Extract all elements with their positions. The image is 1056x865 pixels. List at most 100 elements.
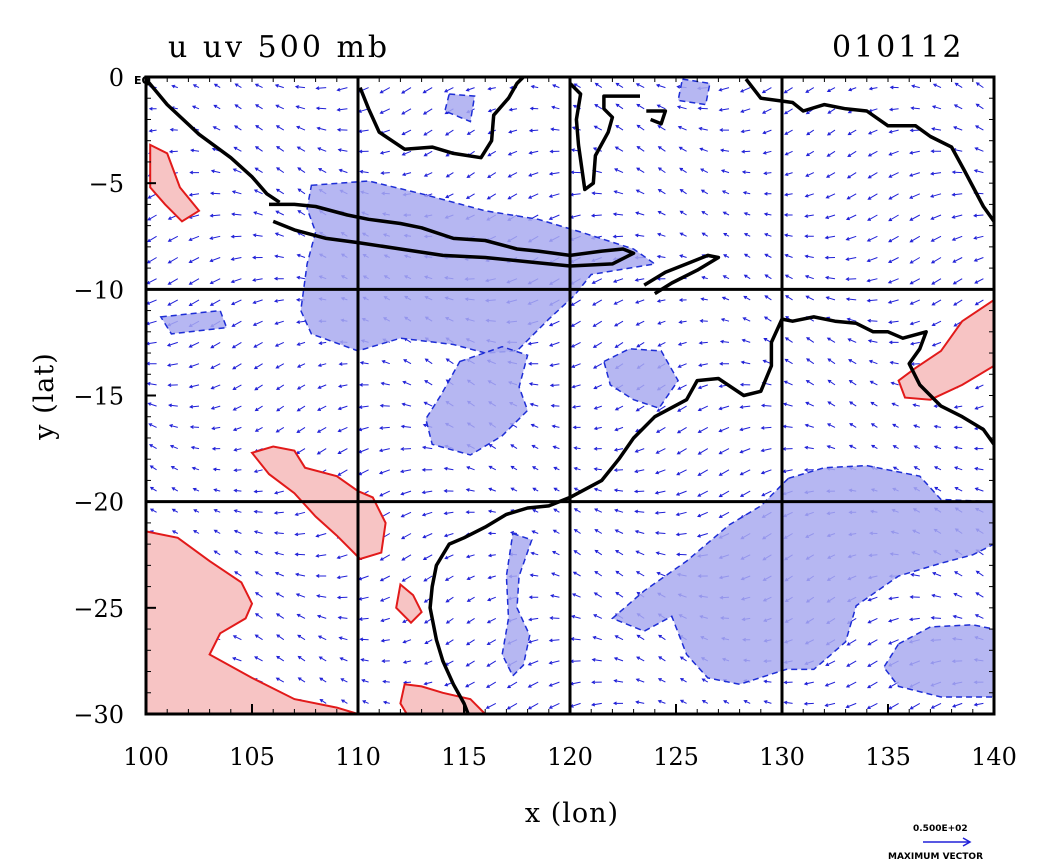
wind-vector (718, 87, 730, 92)
wind-vector (210, 405, 221, 410)
wind-vector (149, 465, 157, 471)
wind-vector (848, 359, 857, 365)
wind-vector (634, 530, 645, 534)
wind-vector (867, 660, 878, 667)
wind-vector (506, 702, 518, 710)
wind-vector (233, 529, 242, 534)
wind-vector (337, 615, 348, 620)
wind-vector (827, 108, 836, 114)
wind-vector (657, 167, 666, 174)
wind-vector (613, 299, 624, 305)
wind-vector (254, 571, 263, 577)
wind-vector (697, 426, 709, 433)
wind-vector (614, 146, 624, 152)
wind-vector (445, 358, 454, 365)
wind-vector (168, 149, 178, 154)
wind-vector (760, 469, 772, 475)
wind-vector (337, 469, 348, 476)
wind-vector (656, 405, 666, 412)
wind-vector (657, 320, 666, 325)
wind-vector (573, 508, 581, 513)
wind-vector (591, 658, 602, 662)
wind-vector (760, 448, 772, 453)
wind-vector (953, 405, 963, 409)
wind-vector (720, 148, 730, 153)
wind-vector (297, 167, 306, 174)
wind-vector (614, 508, 624, 513)
wind-vector (677, 405, 687, 412)
wind-vector (232, 384, 242, 391)
wind-vector (593, 426, 602, 431)
wind-vector (974, 466, 984, 471)
wind-vector (951, 214, 963, 219)
wind-vector (593, 614, 603, 619)
wind-vector (338, 636, 348, 641)
wind-vector (867, 339, 878, 343)
wind-vector (552, 445, 560, 450)
wind-vector (591, 680, 602, 685)
wind-vector (804, 423, 814, 428)
wind-vector (845, 214, 857, 221)
wind-vector (549, 616, 560, 620)
coastline-sumatra-borneo-n (144, 77, 281, 204)
wind-vector (654, 510, 666, 515)
wind-vector (741, 338, 751, 343)
wind-vector (193, 530, 200, 534)
wind-vector (908, 617, 920, 622)
wind-vector (764, 233, 772, 237)
wind-vector (763, 171, 772, 176)
wind-vector (593, 384, 603, 390)
wind-vector (889, 85, 899, 90)
wind-vector (275, 363, 285, 369)
wind-vector (848, 87, 857, 92)
wind-vector (783, 213, 793, 217)
wind-vector (423, 660, 433, 665)
wind-vector (317, 363, 327, 367)
wind-vector (677, 125, 687, 131)
wind-vector (465, 660, 475, 667)
wind-vector (784, 337, 793, 343)
wind-vector (528, 172, 539, 177)
wind-vector (466, 617, 475, 624)
wind-vector (806, 337, 815, 343)
wind-vector (551, 424, 560, 429)
x-tick-label: 105 (229, 743, 275, 771)
wind-vector (422, 533, 433, 539)
wind-vector (233, 447, 242, 452)
wind-vector (274, 232, 284, 237)
wind-vector (234, 83, 242, 89)
wind-vector (719, 339, 730, 344)
wind-vector (317, 168, 327, 174)
x-tick-label: 110 (335, 743, 381, 771)
wind-vector (570, 341, 581, 348)
wind-vector (210, 169, 221, 174)
wind-vector (191, 105, 200, 110)
wind-vector (552, 84, 560, 89)
wind-vector (743, 212, 751, 216)
wind-vector (723, 700, 730, 704)
wind-vector (444, 554, 454, 560)
wind-vector (870, 423, 878, 428)
wind-vector (888, 150, 899, 156)
wind-vector (954, 487, 963, 492)
wind-vector (171, 487, 179, 492)
chart-title: u uv 500 mb (168, 30, 390, 65)
wind-vector (591, 278, 603, 284)
wind-vector (973, 169, 984, 174)
wind-vector (486, 660, 497, 667)
wind-vector (571, 593, 581, 598)
wind-vector (741, 149, 751, 154)
wind-vector (548, 638, 560, 643)
wind-vector (701, 678, 709, 683)
wind-vector (657, 341, 666, 347)
wind-vector (675, 511, 687, 517)
wind-vector (423, 681, 433, 686)
wind-vector (783, 233, 793, 238)
wind-vector (296, 363, 306, 368)
wind-vector (232, 363, 242, 370)
wind-vector (762, 129, 772, 135)
wind-vector (548, 171, 560, 176)
wind-vector (548, 681, 560, 687)
wind-vector (867, 639, 878, 646)
wind-vector (804, 275, 814, 280)
